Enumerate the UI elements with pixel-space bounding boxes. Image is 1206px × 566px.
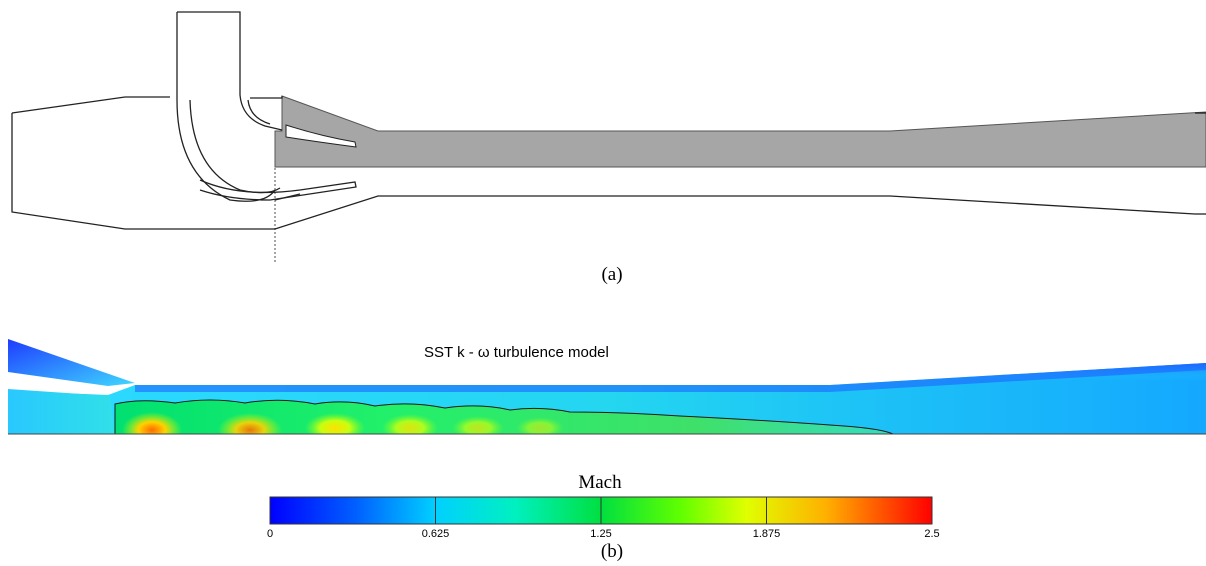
secondary-inlet-pipe xyxy=(176,12,276,202)
colorbar-tick-4: 2.5 xyxy=(924,528,939,540)
shock-cell-3 xyxy=(305,413,365,434)
panel-b-caption: (b) xyxy=(601,541,623,562)
colorbar-title: Mach xyxy=(578,472,622,493)
primary-stream xyxy=(8,389,115,434)
model-label: SST k - ω turbulence model xyxy=(424,344,609,361)
shock-cell-6 xyxy=(516,417,564,434)
mach-colorbar: Mach 0 0.625 1.25 1.875 2.5 xyxy=(267,472,940,540)
secondary-inlet-wedge xyxy=(8,339,135,386)
primary-nozzle-slit xyxy=(285,124,357,148)
colorbar-tick-0: 0 xyxy=(267,528,273,540)
nozzle-wall xyxy=(8,378,112,392)
mach-contour-plot xyxy=(8,339,1206,435)
sonic-line xyxy=(114,399,894,435)
shock-cell-1 xyxy=(122,412,182,434)
shock-cell-5 xyxy=(452,416,504,434)
panel-a-caption: (a) xyxy=(601,264,622,285)
colorbar-tick-3: 1.875 xyxy=(753,528,781,540)
mixing-chamber-gray-region xyxy=(274,95,1206,168)
suction-chamber-top xyxy=(11,96,170,114)
colorbar-tick-1: 0.625 xyxy=(422,528,450,540)
shock-cell-4 xyxy=(382,414,438,434)
panel-a-geometry xyxy=(11,11,1206,262)
lower-nozzle-lip xyxy=(199,179,357,201)
colorbar-tick-2: 1.25 xyxy=(590,528,611,540)
shock-cell-2 xyxy=(218,413,282,434)
